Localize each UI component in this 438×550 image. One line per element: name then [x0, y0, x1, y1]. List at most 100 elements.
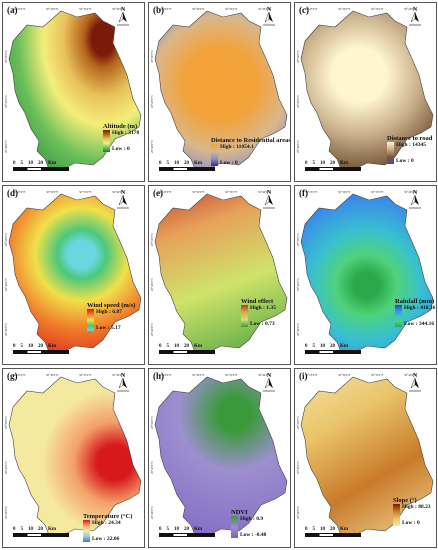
scale-bar-graphic	[159, 533, 215, 537]
map-raster	[154, 193, 288, 353]
north-arrow-icon: N	[263, 7, 275, 26]
legend-high-value: High : 88.23	[402, 504, 431, 511]
scale-bar: 0 5 10 20 Km	[305, 161, 361, 171]
coordinate-label: 50°40'0"E	[404, 190, 417, 194]
scale-label: 0	[13, 527, 16, 532]
panel-label: (b)	[153, 5, 164, 15]
coordinate-label: 29°50'0"N	[4, 233, 8, 246]
coordinate-label: 50°40'0"E	[258, 190, 271, 194]
legend-color-ramp	[241, 305, 248, 328]
scale-label: 10	[174, 344, 179, 349]
coordinate-label: 29°40'0"N	[4, 140, 8, 153]
coordinate-label: 29°50'0"N	[296, 233, 300, 246]
legend-low-value: Low : 5.17	[96, 325, 121, 332]
panel-label: (e)	[153, 188, 163, 198]
coordinate-label: 29°40'0"N	[296, 506, 300, 519]
svg-text:N: N	[413, 373, 418, 379]
panel-label: (d)	[7, 188, 18, 198]
coordinate-label: 50°35'0"E	[79, 373, 92, 377]
map-panel-g: (g) N Temperature (°C) High : 24.34 Low …	[2, 368, 145, 548]
scale-label: 10	[28, 527, 33, 532]
legend-high-value: High : 11054.1	[220, 144, 254, 151]
map-panel-e: (e) N Wind effect High : 1.35 Low : 0.73…	[148, 185, 291, 365]
scale-bar-graphic	[159, 167, 215, 171]
coordinate-label: 50°25'0"E	[159, 7, 172, 11]
scale-label: 5	[166, 161, 170, 166]
scale-label: 5	[166, 344, 170, 349]
coordinate-label: 50°35'0"E	[225, 373, 238, 377]
coordinate-label: 50°35'0"E	[79, 7, 92, 11]
svg-text:N: N	[267, 7, 272, 13]
scale-bar: 0 5 10 20 Km	[159, 527, 215, 537]
scale-label: 0	[13, 161, 16, 166]
coordinate-label: 29°45'0"N	[296, 461, 300, 474]
legend-color-ramp	[83, 520, 90, 543]
study-area-outline	[154, 10, 288, 170]
scale-label: 10	[28, 161, 33, 166]
coordinate-label: 50°30'0"E	[46, 7, 59, 11]
legend-title: Distance to road	[387, 135, 433, 142]
map-panel-f: (f) N Rainfall (mm) High : 418.36 Low : …	[294, 185, 437, 365]
scale-bar: 0 5 10 20 Km	[305, 344, 361, 354]
scale-bar: 0 5 10 20 Km	[13, 344, 69, 354]
coordinate-label: 29°50'0"N	[150, 233, 154, 246]
scale-label: 0	[159, 344, 162, 349]
legend-high-value: High : 0.9	[240, 516, 264, 523]
svg-text:N: N	[267, 373, 272, 379]
coordinate-label: 29°50'0"N	[4, 50, 8, 63]
panel-label: (h)	[153, 371, 164, 381]
north-arrow-icon: N	[117, 190, 129, 209]
scale-label: Km	[194, 344, 203, 349]
north-arrow-icon: N	[263, 190, 275, 209]
legend-color-ramp	[387, 142, 394, 165]
coordinate-label: 50°25'0"E	[13, 190, 26, 194]
map-raster	[300, 376, 434, 536]
coordinate-label: 29°50'0"N	[296, 50, 300, 63]
scale-label: 20	[38, 161, 43, 166]
legend-low-value: Low : 22.06	[92, 536, 120, 543]
legend-low-value: Low : 0	[396, 158, 414, 165]
map-legend: Wind speed (m/s) High : 6.87 Low : 5.17	[87, 302, 135, 332]
panel-label: (g)	[7, 371, 18, 381]
coordinate-label: 50°35'0"E	[371, 190, 384, 194]
map-raster	[8, 376, 142, 536]
map-panel-c: (c) N Distance to road High : 14345 Low …	[294, 2, 437, 182]
coordinate-label: 29°50'0"N	[4, 416, 8, 429]
scale-bar-graphic	[13, 350, 69, 354]
svg-text:N: N	[413, 7, 418, 13]
legend-low-value: Low : 0.73	[250, 321, 275, 328]
coordinate-label: 29°45'0"N	[4, 278, 8, 291]
map-raster	[8, 10, 142, 170]
coordinate-label: 50°25'0"E	[305, 7, 318, 11]
panel-label: (c)	[299, 5, 309, 15]
map-legend: Temperature (°C) High : 24.34 Low : 22.0…	[83, 513, 132, 543]
scale-bar-graphic	[305, 167, 361, 171]
scale-label: 20	[184, 527, 189, 532]
coordinate-label: 29°40'0"N	[150, 140, 154, 153]
legend-title: Rainfall (mm)	[395, 298, 435, 305]
coordinate-label: 50°30'0"E	[192, 373, 205, 377]
coordinate-label: 50°35'0"E	[225, 190, 238, 194]
study-area-outline	[154, 193, 288, 353]
scale-label: 20	[38, 344, 43, 349]
scale-label: 20	[330, 344, 335, 349]
svg-text:N: N	[413, 190, 418, 196]
coordinate-label: 29°45'0"N	[4, 461, 8, 474]
map-legend: Distance to road High : 14345 Low : 0	[387, 135, 433, 165]
scale-bar: 0 5 10 20 Km	[13, 527, 69, 537]
legend-high-value: High : 14345	[396, 142, 426, 149]
scale-bar: 0 5 10 20 Km	[159, 344, 215, 354]
coordinate-label: 29°45'0"N	[150, 95, 154, 108]
coordinate-label: 50°40'0"E	[404, 7, 417, 11]
legend-color-ramp	[231, 516, 238, 539]
scale-label: 5	[312, 527, 316, 532]
scale-label: 5	[312, 161, 316, 166]
legend-color-ramp	[395, 305, 402, 328]
map-legend: NDVI High : 0.9 Low : -0.48	[231, 509, 266, 539]
svg-text:N: N	[121, 7, 126, 13]
map-panel-b: (b) N Distance to Residential areas High…	[148, 2, 291, 182]
north-arrow-icon: N	[409, 190, 421, 209]
coordinate-label: 50°40'0"E	[258, 7, 271, 11]
map-legend: Wind effect High : 1.35 Low : 0.73	[241, 298, 276, 328]
coordinate-label: 50°30'0"E	[46, 373, 59, 377]
